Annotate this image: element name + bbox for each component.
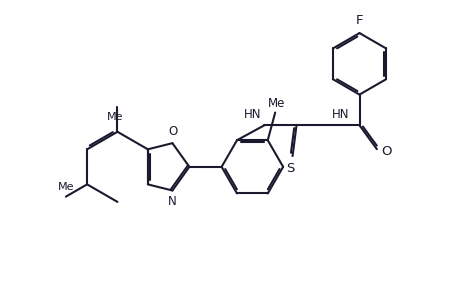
Text: Me: Me: [57, 182, 74, 192]
Text: Me: Me: [267, 96, 285, 110]
Text: HN: HN: [244, 108, 262, 121]
Text: N: N: [168, 196, 177, 208]
Text: S: S: [286, 162, 294, 175]
Text: HN: HN: [332, 108, 349, 121]
Text: O: O: [381, 145, 391, 158]
Text: F: F: [356, 14, 363, 27]
Text: Me: Me: [107, 112, 123, 122]
Text: O: O: [169, 125, 178, 138]
